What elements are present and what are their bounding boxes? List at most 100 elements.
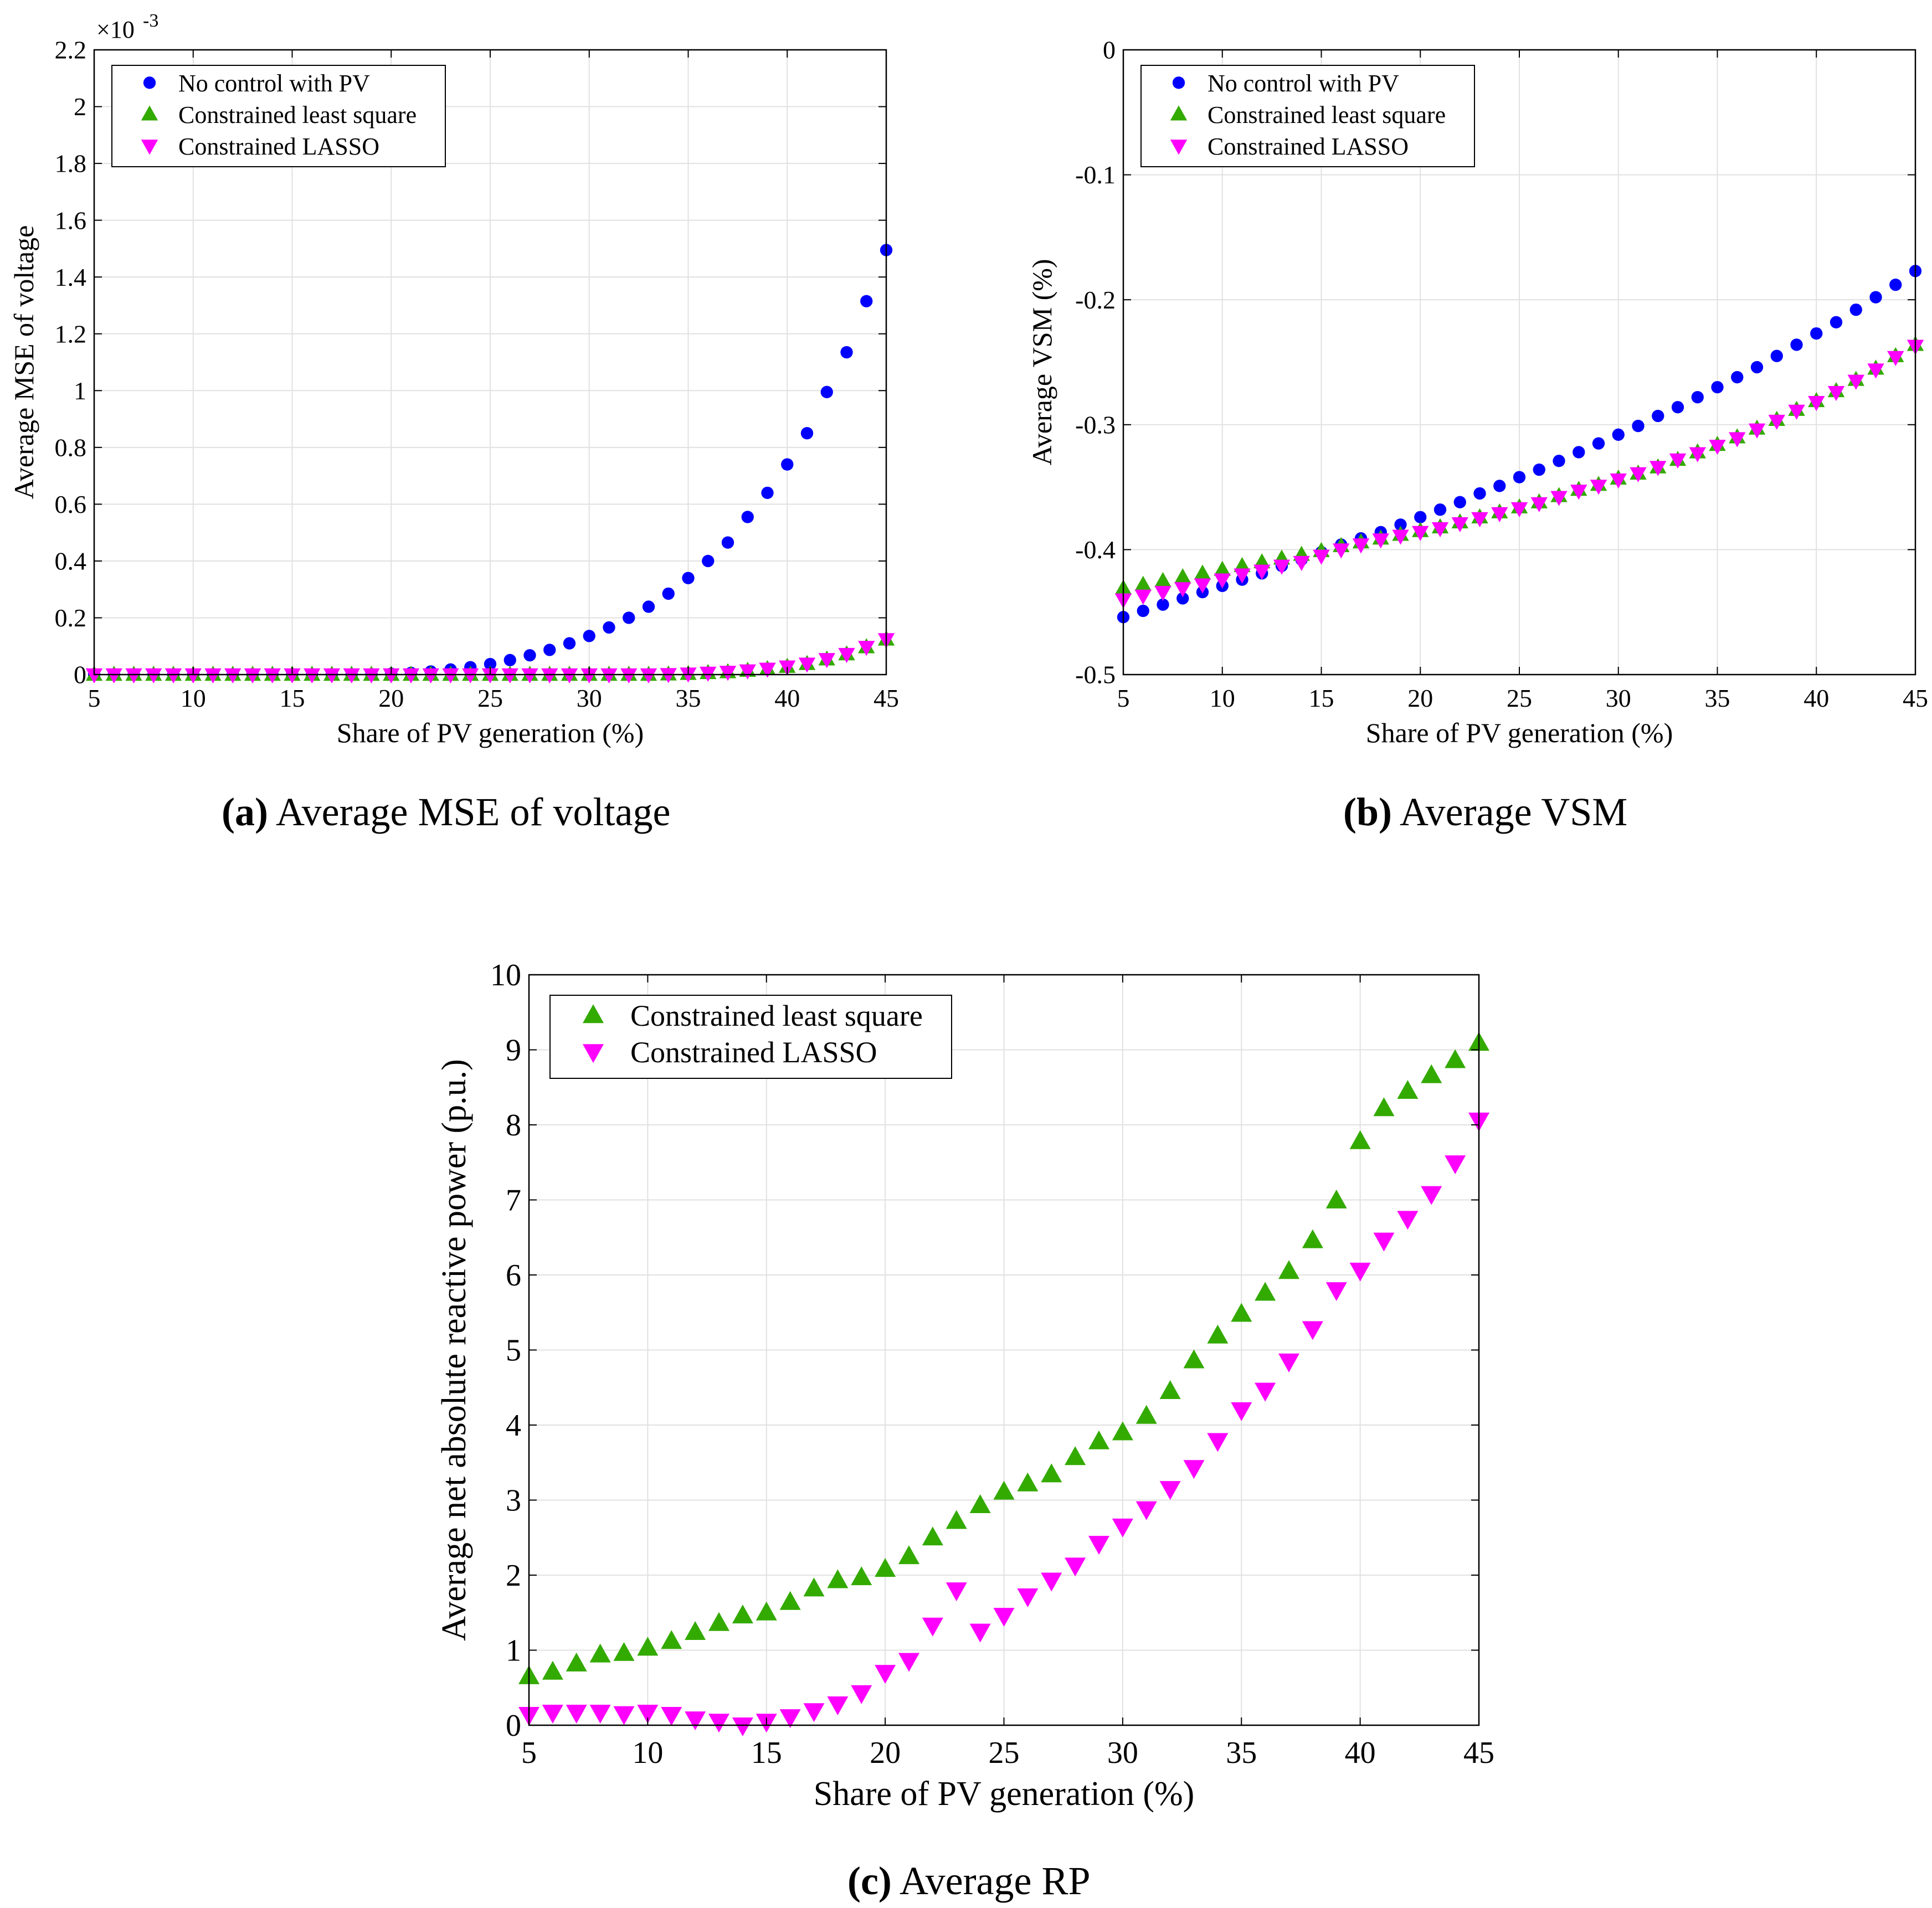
x-tick-label: 25 — [1507, 684, 1532, 712]
data-point — [343, 668, 360, 683]
legend-marker — [1170, 140, 1188, 155]
y-tick-label: 0.6 — [55, 490, 87, 518]
data-point — [781, 458, 794, 471]
x-tick-label: 25 — [477, 684, 503, 712]
data-point — [1373, 1097, 1395, 1117]
data-point — [779, 1591, 801, 1610]
data-point — [1088, 1536, 1109, 1555]
data-point — [1573, 446, 1585, 459]
data-point — [818, 653, 835, 668]
data-point — [1453, 496, 1466, 508]
y-tick-label: 0.8 — [55, 433, 87, 461]
y-tick-label: 5 — [506, 1334, 521, 1368]
data-point — [1849, 304, 1862, 316]
data-point — [1373, 1232, 1395, 1252]
data-point — [708, 1612, 729, 1631]
data-point — [1372, 533, 1389, 549]
data-point — [583, 630, 595, 642]
data-point — [542, 1704, 563, 1724]
x-tick-label: 5 — [88, 684, 101, 712]
caption-c-tag: (c) — [847, 1859, 892, 1903]
data-point — [1709, 439, 1726, 455]
caption-a-text: Average MSE of voltage — [275, 790, 671, 834]
y-tick-label: 2.2 — [55, 36, 87, 64]
x-tick-label: 40 — [1345, 1736, 1376, 1770]
legend-label: No control with PV — [178, 70, 370, 97]
data-point — [603, 621, 615, 634]
data-point — [589, 1704, 611, 1724]
y-axis-label: Average VSM (%) — [1026, 259, 1057, 465]
data-point — [969, 1494, 991, 1513]
data-point — [993, 1480, 1015, 1500]
data-point — [481, 668, 499, 683]
data-point — [1065, 1446, 1086, 1465]
data-point — [1808, 395, 1825, 412]
data-point — [1183, 1349, 1205, 1369]
data-point — [383, 668, 400, 683]
data-point — [1397, 1211, 1419, 1230]
data-point — [589, 1643, 611, 1663]
y-tick-label: 1 — [506, 1634, 521, 1668]
data-point — [613, 1642, 635, 1661]
data-point — [721, 536, 734, 549]
data-point — [756, 1601, 777, 1621]
data-point — [1159, 1481, 1181, 1500]
data-point — [284, 668, 301, 683]
data-point — [1513, 471, 1526, 484]
data-point — [1134, 589, 1152, 605]
legend-box — [549, 995, 952, 1079]
data-point — [1421, 1186, 1442, 1205]
data-point — [1473, 487, 1486, 500]
data-point — [851, 1566, 872, 1586]
data-point — [1135, 1501, 1157, 1520]
data-point — [685, 1621, 706, 1640]
x-tick-label: 5 — [1117, 684, 1130, 712]
data-point — [1255, 1382, 1276, 1402]
data-point — [1176, 592, 1189, 605]
data-point — [1671, 401, 1684, 414]
x-tick-label: 20 — [378, 684, 404, 712]
data-point — [661, 1630, 682, 1649]
x-axis-label: Share of PV generation (%) — [814, 1775, 1195, 1813]
y-tick-label: -0.1 — [1075, 161, 1116, 189]
caption-a: (a) Average MSE of voltage — [222, 789, 670, 835]
data-point — [851, 1685, 872, 1704]
x-tick-label: 30 — [1606, 684, 1631, 712]
data-point — [946, 1510, 967, 1529]
data-point — [1349, 1130, 1371, 1149]
data-point — [402, 668, 420, 683]
legend-label: Constrained LASSO — [178, 133, 379, 160]
data-point — [1017, 1472, 1039, 1492]
data-point — [1333, 543, 1350, 559]
data-point — [1731, 371, 1744, 384]
caption-c-text: Average RP — [899, 1859, 1091, 1903]
data-point — [1325, 1282, 1347, 1302]
grid — [529, 975, 1479, 1725]
legend-marker — [141, 140, 158, 155]
data-point — [840, 346, 853, 359]
data-point — [1790, 338, 1803, 351]
data-point — [623, 611, 635, 624]
data-point — [800, 427, 814, 440]
y-tick-label: 1.6 — [55, 206, 87, 234]
series-constrained-lasso — [518, 1112, 1489, 1736]
data-point — [422, 668, 439, 683]
y-tick-label: 3 — [506, 1484, 521, 1518]
x-tick-label: 30 — [577, 684, 602, 712]
data-point — [1159, 1380, 1181, 1400]
legend: Constrained least square Constrained LASS… — [549, 995, 952, 1079]
data-point — [613, 1706, 635, 1725]
data-point — [561, 668, 578, 683]
data-point — [1112, 1421, 1133, 1441]
y-tick-label: 10 — [490, 958, 521, 992]
data-point — [1553, 455, 1565, 467]
data-point — [501, 668, 518, 683]
data-point — [541, 668, 558, 683]
data-point — [1768, 414, 1785, 430]
chart-vsm: 5 10 15 20 25 30 35 40 45 -0.5 -0.4 -0.3 -0.2 -0.1 0 Sh… — [1026, 36, 1928, 748]
legend: No control with PV Constrained least squa… — [111, 65, 446, 167]
data-point — [1255, 1282, 1276, 1301]
data-point — [1729, 432, 1746, 448]
data-point — [858, 641, 875, 656]
